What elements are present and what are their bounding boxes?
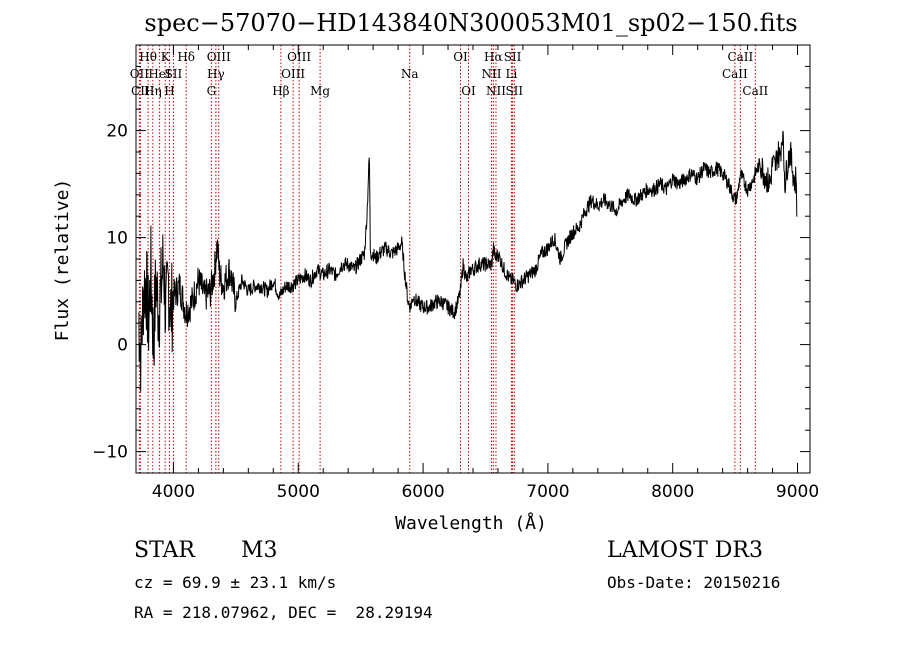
spectrum-line [138, 130, 798, 392]
object-class: STAR [134, 538, 195, 563]
x-axis-label: Wavelength (Å) [395, 512, 547, 534]
line-id-label: Mg [310, 84, 330, 98]
series-layer [138, 130, 798, 392]
plot-frame [135, 44, 811, 474]
axis-ticks: 4000 5000 6000 7000 8000 9000 −10 0 10 20 [92, 44, 819, 502]
line-id-label: SII [505, 84, 523, 98]
x-tick-label: 4000 [152, 482, 195, 502]
line-id-label: SII [504, 50, 522, 64]
line-id-label: OII [130, 67, 150, 81]
line-id-label: G [207, 84, 217, 98]
line-id-label: OIII [281, 67, 305, 81]
chart-title: spec−57070−HD143840N300053M01_sp02−150.f… [144, 9, 797, 37]
x-tick-label: 8000 [651, 482, 694, 502]
x-tick-label: 5000 [277, 482, 320, 502]
observation-date: Obs-Date: 20150216 [607, 573, 781, 592]
line-id-label: CaII [742, 84, 768, 98]
line-id-label: Li [506, 67, 518, 81]
line-id-label: K [161, 50, 171, 64]
y-tick-label: −10 [92, 443, 128, 463]
line-id-label: Hα [484, 50, 503, 64]
line-id-label: H [164, 84, 174, 98]
y-tick-label: 20 [106, 122, 128, 142]
line-id-label: Hδ [177, 50, 195, 64]
line-id-label: OIII [207, 50, 231, 64]
y-axis-label: Flux (relative) [52, 179, 73, 342]
y-tick-label: 10 [106, 229, 128, 249]
survey-release: LAMOST DR3 [607, 538, 763, 563]
line-id-label: CaII [722, 67, 748, 81]
line-id-label: Hβ [272, 84, 289, 98]
line-id-label: CII [131, 84, 150, 98]
line-id-label: OI [461, 84, 476, 98]
line-id-label: CaII [727, 50, 753, 64]
line-id-label: HeI [148, 67, 171, 81]
line-id-label: NII [481, 67, 501, 81]
line-markers [138, 45, 756, 473]
x-tick-label: 9000 [776, 482, 819, 502]
x-tick-label: 6000 [401, 482, 444, 502]
line-id-label: Hθ [139, 50, 157, 64]
subclass: M3 [241, 538, 278, 563]
y-tick-label: 0 [117, 336, 128, 356]
line-id-label: OI [453, 50, 468, 64]
line-id-label: NII [486, 84, 506, 98]
line-id-label: OIII [287, 50, 311, 64]
coordinates: RA = 218.07962, DEC = 28.29194 [134, 603, 433, 622]
line-id-label: SII [165, 67, 183, 81]
line-id-label: Hη [144, 84, 162, 98]
line-id-label: Hγ [207, 67, 225, 81]
line-id-label: Na [401, 67, 419, 81]
redshift-velocity: cz = 69.9 ± 23.1 km/s [134, 573, 337, 592]
x-tick-label: 7000 [526, 482, 569, 502]
